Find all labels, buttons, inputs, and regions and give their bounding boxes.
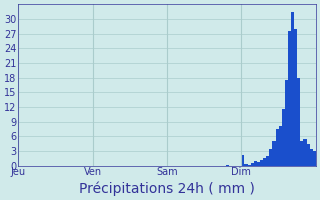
Bar	[307, 144, 310, 166]
Bar	[269, 149, 272, 166]
Bar	[257, 162, 260, 166]
Bar	[291, 12, 294, 166]
Bar	[294, 29, 297, 166]
X-axis label: Précipitations 24h ( mm ): Précipitations 24h ( mm )	[79, 181, 255, 196]
Bar	[310, 149, 313, 166]
Bar	[279, 126, 282, 166]
Bar	[226, 165, 229, 166]
Bar	[263, 158, 266, 166]
Bar	[266, 156, 269, 166]
Bar	[282, 109, 285, 166]
Bar	[254, 161, 257, 166]
Bar	[272, 141, 276, 166]
Bar	[303, 139, 307, 166]
Bar	[297, 78, 300, 166]
Bar	[276, 129, 279, 166]
Bar	[248, 165, 251, 166]
Bar	[251, 163, 254, 166]
Bar	[244, 164, 248, 166]
Bar	[288, 31, 291, 166]
Bar	[313, 151, 316, 166]
Bar	[241, 155, 244, 166]
Bar	[300, 141, 303, 166]
Bar	[260, 160, 263, 166]
Bar	[285, 80, 288, 166]
